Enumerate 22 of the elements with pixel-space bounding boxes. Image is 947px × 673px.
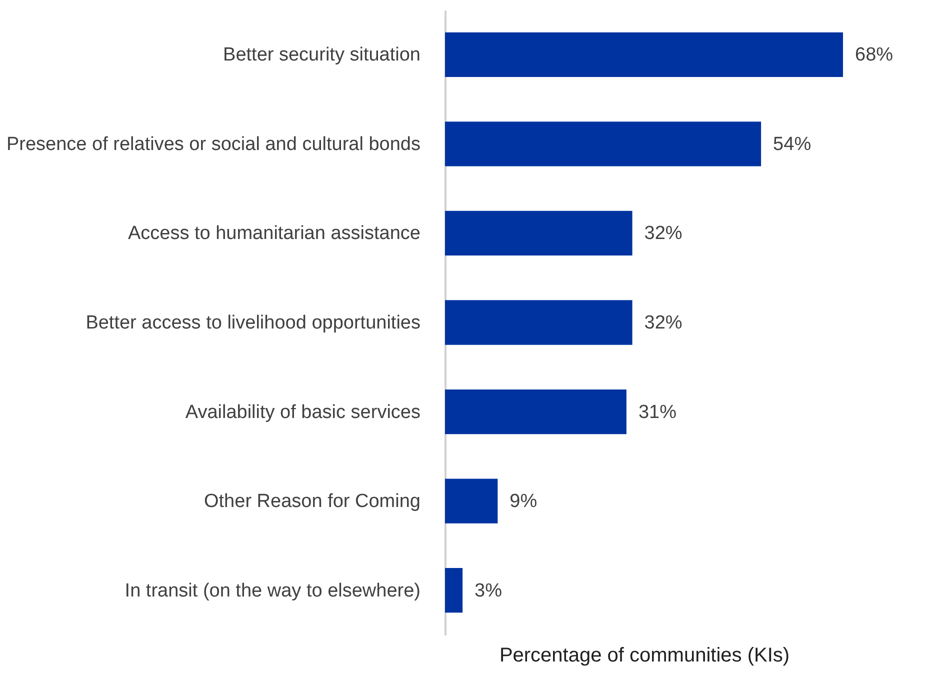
y-tick-label: Access to humanitarian assistance bbox=[128, 223, 420, 244]
data-label: 31% bbox=[638, 402, 677, 423]
x-axis-title: Percentage of communities (KIs) bbox=[499, 644, 790, 666]
data-label: 32% bbox=[644, 312, 682, 334]
bar bbox=[445, 32, 843, 77]
data-label: 32% bbox=[644, 223, 682, 244]
bar bbox=[445, 478, 498, 524]
y-tick-label: Better access to livelihood opportunities bbox=[86, 312, 420, 334]
bar bbox=[445, 210, 632, 256]
y-tick-label: In transit (on the way to elsewhere) bbox=[124, 580, 420, 602]
data-label: 68% bbox=[855, 44, 894, 66]
data-label: 9% bbox=[510, 491, 538, 512]
y-tick-label: Presence of relatives or social and cultural bonds bbox=[6, 134, 420, 155]
data-label: 54% bbox=[773, 134, 812, 155]
y-tick-label: Better security situation bbox=[223, 44, 420, 66]
bar bbox=[445, 389, 626, 434]
y-tick-label: Other Reason for Coming bbox=[204, 491, 420, 512]
data-label: 3% bbox=[474, 580, 502, 602]
bar bbox=[445, 568, 463, 613]
bar bbox=[445, 300, 632, 345]
y-tick-label: Availability of basic services bbox=[185, 402, 420, 423]
bar bbox=[445, 122, 762, 166]
